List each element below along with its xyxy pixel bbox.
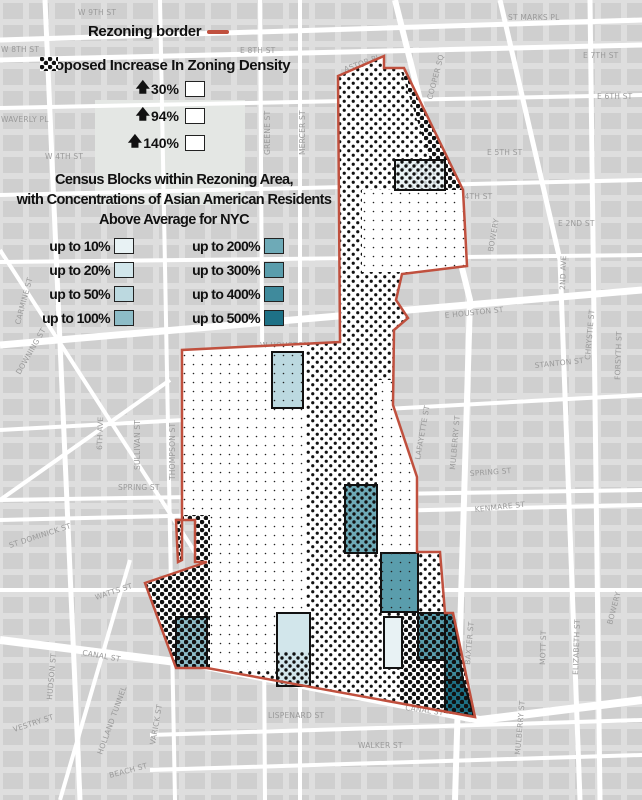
legend-census: Census Blocks within Rezoning Area, with… bbox=[4, 170, 344, 328]
legend-density: Proposed Increase In Zoning Density 🡅 30%… bbox=[40, 57, 291, 155]
street-label: W 4TH ST bbox=[45, 152, 83, 161]
street-label: W 8TH ST bbox=[1, 45, 39, 54]
street-label: SPRING ST bbox=[118, 483, 160, 492]
census-row: up to 500% bbox=[144, 308, 284, 328]
street-label: MOTT ST bbox=[538, 630, 548, 665]
street-label: 6TH AVE bbox=[95, 416, 105, 450]
street-label: WAVERLY PL bbox=[1, 115, 49, 124]
census-label: up to 20% bbox=[49, 262, 110, 278]
street-label: SPRING ST bbox=[470, 466, 512, 478]
density-label: 94% bbox=[150, 108, 179, 124]
street-label: HUDSON ST bbox=[45, 653, 58, 701]
census-title-3: Above Average for NYC bbox=[99, 212, 250, 228]
street-label: ELIZABETH ST bbox=[571, 619, 582, 675]
arrow-up-icon: 🡅 bbox=[135, 106, 150, 122]
census-swatch bbox=[114, 310, 134, 326]
street-label: WALKER ST bbox=[358, 741, 403, 750]
street-label: W 9TH ST bbox=[78, 8, 116, 17]
street-label: E 7TH ST bbox=[583, 51, 619, 60]
street-label: E 4TH ST bbox=[457, 192, 493, 201]
street-label: E 2ND ST bbox=[558, 219, 595, 228]
census-swatch bbox=[264, 310, 284, 326]
density-label: 30% bbox=[150, 81, 179, 97]
census-label: up to 10% bbox=[49, 238, 110, 254]
census-label: up to 200% bbox=[192, 238, 261, 254]
census-label: up to 300% bbox=[192, 262, 261, 278]
legend-rezoning-border: Rezoning border bbox=[88, 23, 230, 40]
street-label: 2ND AVE bbox=[558, 255, 568, 290]
census-label: up to 100% bbox=[42, 310, 111, 326]
census-dot-overlay bbox=[176, 160, 474, 716]
census-label: up to 500% bbox=[192, 310, 261, 326]
census-row: up to 400% bbox=[144, 284, 284, 304]
street-label: THOMPSON ST bbox=[168, 422, 177, 481]
density-swatch-94 bbox=[40, 57, 205, 124]
legend-border-label: Rezoning border bbox=[88, 23, 202, 40]
density-swatch-30 bbox=[40, 57, 205, 97]
census-swatch bbox=[264, 238, 284, 254]
street-label: E 8TH ST bbox=[240, 46, 276, 55]
density-title: Proposed Increase In Zoning Density bbox=[40, 57, 291, 74]
street-label: ST MARKS PL bbox=[508, 13, 560, 22]
arrow-up-icon: 🡅 bbox=[127, 133, 143, 149]
census-swatch bbox=[114, 286, 134, 302]
census-row: up to 200% bbox=[144, 236, 284, 256]
washington-square-park bbox=[95, 100, 245, 205]
census-swatch bbox=[264, 286, 284, 302]
census-swatch bbox=[114, 262, 134, 278]
density-30-area-bond bbox=[362, 190, 472, 272]
census-swatch bbox=[264, 262, 284, 278]
census-title-2: with Concentrations of Asian American Re… bbox=[16, 192, 332, 208]
street-label: BAXTER ST bbox=[463, 621, 476, 665]
census-label: up to 400% bbox=[192, 286, 261, 302]
density-label: 140% bbox=[143, 135, 179, 151]
density-row-140: 🡅 140% bbox=[40, 57, 205, 155]
density-row-94: 🡅 94% bbox=[40, 57, 205, 128]
census-row: up to 100% bbox=[24, 308, 134, 328]
census-block bbox=[383, 616, 403, 669]
border-swatch bbox=[207, 29, 230, 34]
census-title-1: Census Blocks within Rezoning Area, bbox=[55, 172, 294, 188]
street-label: FORSYTH ST bbox=[613, 331, 624, 380]
street-label: LISPENARD ST bbox=[268, 711, 324, 720]
census-row: up to 300% bbox=[144, 260, 284, 280]
street-label: SULLIVAN ST bbox=[133, 420, 142, 470]
rezoning-border bbox=[143, 54, 477, 719]
street-label: CHRYSTIE ST bbox=[583, 309, 596, 360]
street-label: MERCER ST bbox=[298, 110, 307, 155]
census-label: up to 50% bbox=[49, 286, 110, 302]
density-swatch-140 bbox=[40, 57, 205, 151]
census-row: up to 10% bbox=[24, 236, 134, 256]
density-row-30: 🡅 30% bbox=[40, 57, 205, 101]
census-row: up to 20% bbox=[24, 260, 134, 280]
census-row: up to 50% bbox=[24, 284, 134, 304]
census-swatch bbox=[114, 238, 134, 254]
arrow-up-icon: 🡅 bbox=[135, 79, 150, 95]
street-label: GREENE ST bbox=[263, 110, 272, 155]
street-label: E 6TH ST bbox=[597, 92, 633, 101]
street-label: E 5TH ST bbox=[487, 148, 523, 157]
